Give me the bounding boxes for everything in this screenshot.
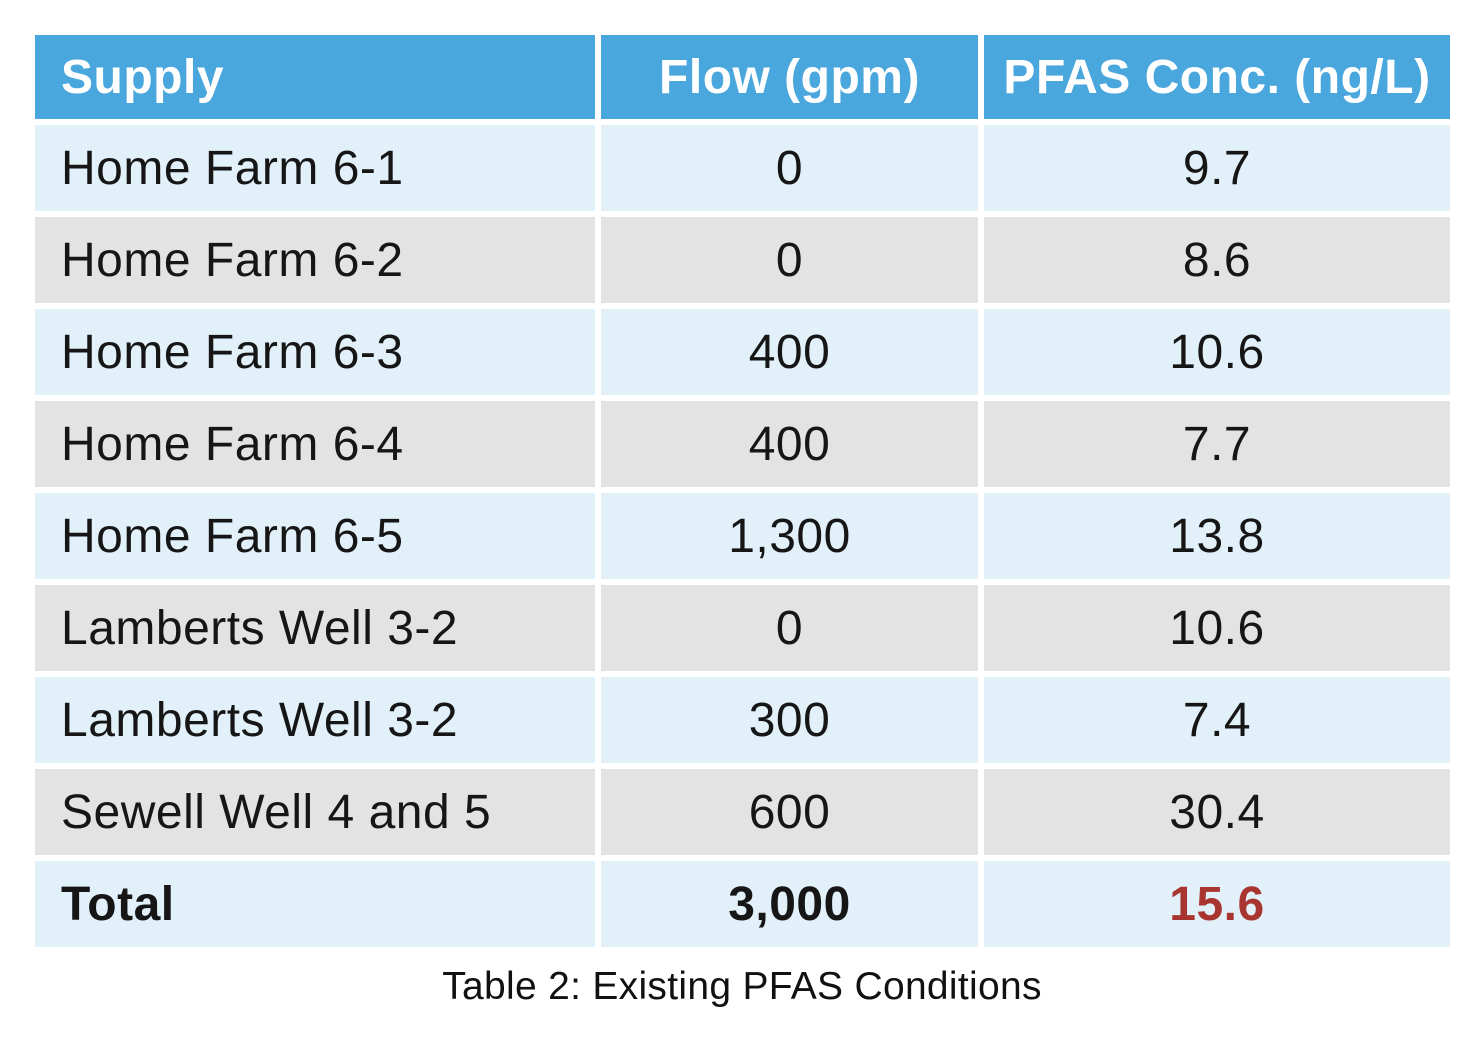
table-caption: Table 2: Existing PFAS Conditions xyxy=(442,965,1042,1008)
table-row: Sewell Well 4 and 5 600 30.4 xyxy=(35,769,1450,855)
cell-supply: Home Farm 6-2 xyxy=(35,217,595,303)
total-pfas-value: 15.6 xyxy=(984,861,1450,947)
pfas-table: Supply Flow (gpm) PFAS Conc. (ng/L) Home… xyxy=(35,35,1450,953)
cell-supply: Lamberts Well 3-2 xyxy=(35,677,595,763)
table-row: Lamberts Well 3-2 0 10.6 xyxy=(35,585,1450,671)
cell-pfas: 7.4 xyxy=(984,677,1450,763)
cell-supply: Lamberts Well 3-2 xyxy=(35,585,595,671)
column-header-supply: Supply xyxy=(35,35,595,119)
total-flow-value: 3,000 xyxy=(601,861,978,947)
cell-pfas: 13.8 xyxy=(984,493,1450,579)
table-row: Home Farm 6-2 0 8.6 xyxy=(35,217,1450,303)
cell-flow: 300 xyxy=(601,677,978,763)
column-header-pfas: PFAS Conc. (ng/L) xyxy=(984,35,1450,119)
table-header-row: Supply Flow (gpm) PFAS Conc. (ng/L) xyxy=(35,35,1450,119)
cell-supply: Home Farm 6-5 xyxy=(35,493,595,579)
cell-flow: 400 xyxy=(601,401,978,487)
cell-pfas: 7.7 xyxy=(984,401,1450,487)
cell-flow: 0 xyxy=(601,585,978,671)
cell-flow: 600 xyxy=(601,769,978,855)
cell-flow: 0 xyxy=(601,217,978,303)
table-row: Home Farm 6-4 400 7.7 xyxy=(35,401,1450,487)
cell-pfas: 30.4 xyxy=(984,769,1450,855)
cell-pfas: 10.6 xyxy=(984,309,1450,395)
cell-supply: Sewell Well 4 and 5 xyxy=(35,769,595,855)
column-header-flow: Flow (gpm) xyxy=(601,35,978,119)
cell-flow: 1,300 xyxy=(601,493,978,579)
cell-pfas: 8.6 xyxy=(984,217,1450,303)
cell-pfas: 10.6 xyxy=(984,585,1450,671)
table-row: Home Farm 6-1 0 9.7 xyxy=(35,125,1450,211)
cell-supply: Home Farm 6-4 xyxy=(35,401,595,487)
table-row: Lamberts Well 3-2 300 7.4 xyxy=(35,677,1450,763)
cell-supply: Home Farm 6-3 xyxy=(35,309,595,395)
table-row: Home Farm 6-5 1,300 13.8 xyxy=(35,493,1450,579)
cell-flow: 0 xyxy=(601,125,978,211)
cell-flow: 400 xyxy=(601,309,978,395)
cell-pfas: 9.7 xyxy=(984,125,1450,211)
total-label: Total xyxy=(35,861,595,947)
table-total-row: Total 3,000 15.6 xyxy=(35,861,1450,947)
table-row: Home Farm 6-3 400 10.6 xyxy=(35,309,1450,395)
cell-supply: Home Farm 6-1 xyxy=(35,125,595,211)
